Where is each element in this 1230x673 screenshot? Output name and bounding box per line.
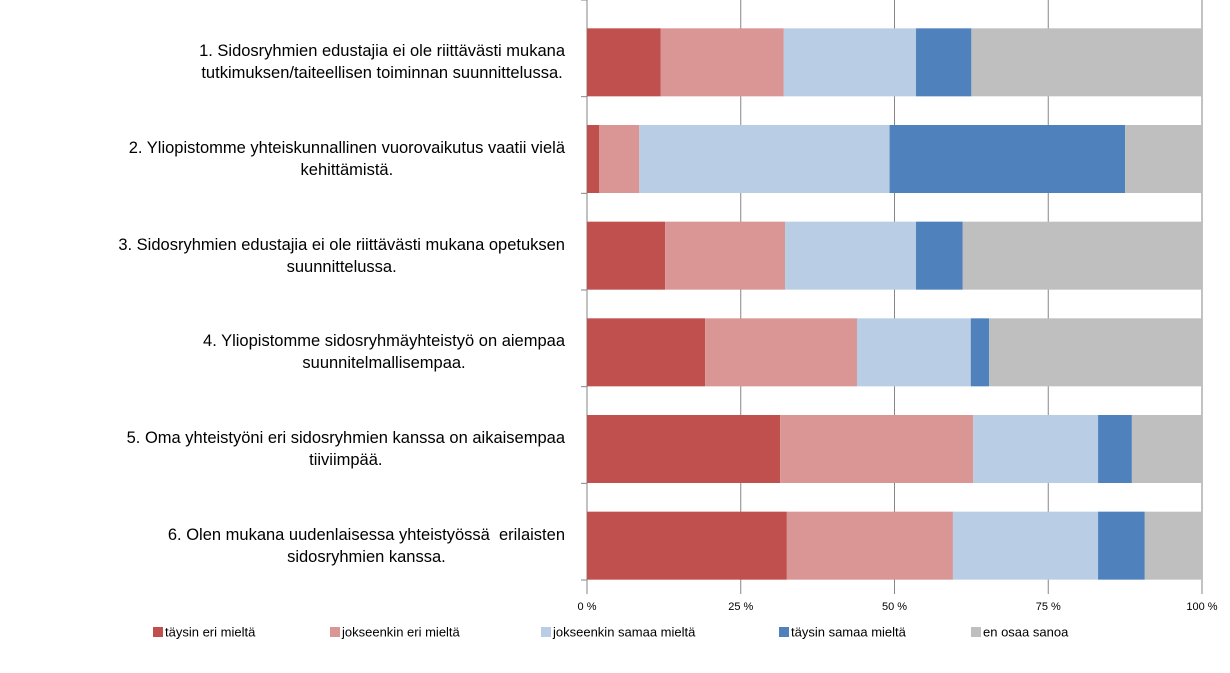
- x-tick-label: 0 %: [578, 601, 597, 613]
- bar-segment: [587, 125, 600, 193]
- legend-label: täysin eri mieltä: [165, 624, 256, 639]
- bar-segment: [587, 221, 666, 290]
- bar-segment: [587, 511, 787, 580]
- x-tick-label: 100 %: [1186, 601, 1217, 613]
- bar-segment: [783, 28, 917, 97]
- legend-label: en osaa sanoa: [983, 624, 1069, 639]
- bar-segment: [1098, 511, 1145, 580]
- bar-segment: [587, 318, 706, 387]
- bar-segment: [1125, 125, 1202, 193]
- bar-segment: [1098, 415, 1132, 483]
- bar-segment: [780, 415, 974, 483]
- category-label: 4. Yliopistomme sidosryhmäyhteistyö on a…: [203, 332, 565, 373]
- x-tick-label: 50 %: [882, 601, 907, 613]
- category-label: 3. Sidosryhmien edustajia ei ole riittäv…: [118, 235, 565, 276]
- legend-label: jokseenkin samaa mieltä: [552, 624, 696, 639]
- bar-segment: [962, 221, 1202, 290]
- category-label: 5. Oma yhteistyöni eri sidosryhmien kans…: [126, 429, 565, 469]
- bar-segment: [889, 125, 1126, 193]
- bar-segment: [989, 318, 1202, 387]
- category-label: 2. Yliopistomme yhteiskunnallinen vuorov…: [128, 139, 565, 179]
- bar-segment: [952, 511, 1099, 580]
- legend-swatch: [779, 627, 789, 637]
- bar-segment: [660, 28, 784, 97]
- bar-segment: [587, 415, 781, 483]
- category-label: 1. Sidosryhmien edustajia ei ole riittäv…: [199, 42, 565, 83]
- category-label: 6. Olen mukana uudenlaisessa yhteistyöss…: [167, 525, 565, 566]
- bar-segment: [705, 318, 857, 387]
- bar-segment: [916, 221, 963, 290]
- bar-segment: [639, 125, 890, 193]
- x-tick-label: 75 %: [1036, 601, 1061, 613]
- x-tick-label: 25 %: [728, 601, 753, 613]
- legend-swatch: [330, 627, 340, 637]
- legend-label: jokseenkin eri mieltä: [341, 624, 461, 639]
- legend-swatch: [153, 627, 163, 637]
- bar-segment: [1144, 511, 1202, 580]
- bar-segment: [785, 221, 917, 290]
- bar-segment: [665, 221, 786, 290]
- bar-segment: [856, 318, 971, 387]
- bar-segment: [786, 511, 953, 580]
- bar-segment: [971, 28, 1202, 97]
- legend-swatch: [971, 627, 981, 637]
- bar-segment: [970, 318, 990, 387]
- bar-segment: [1131, 415, 1202, 483]
- legend-swatch: [541, 627, 551, 637]
- bar-segment: [916, 28, 972, 97]
- bar-segment: [599, 125, 640, 193]
- legend-label: täysin samaa mieltä: [791, 624, 907, 639]
- bar-segment: [587, 28, 661, 97]
- bar-segment: [973, 415, 1099, 483]
